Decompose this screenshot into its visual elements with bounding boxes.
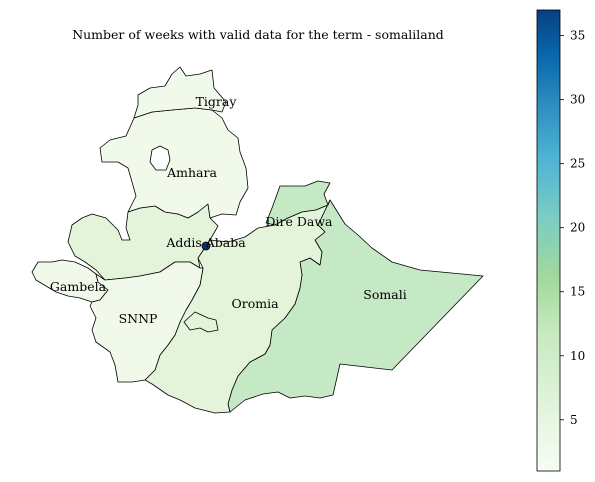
lake-tana <box>149 145 171 171</box>
region-tigray[interactable] <box>133 66 227 119</box>
label-addis-ababa: Addis Ababa <box>165 235 246 250</box>
map-title: Number of weeks with valid data for the … <box>72 27 444 42</box>
region-amhara[interactable] <box>99 107 249 219</box>
label-amhara: Amhara <box>166 165 217 180</box>
colorbar-gradient <box>536 9 561 472</box>
colorbar-tick-label: 25 <box>570 157 585 171</box>
colorbar-tick-label: 5 <box>570 413 578 427</box>
colorbar: 5 10 15 20 25 30 35 <box>536 9 585 472</box>
label-tigray: Tigray <box>196 94 238 109</box>
region-addis-ababa[interactable] <box>201 241 211 251</box>
colorbar-tick-label: 35 <box>570 29 585 43</box>
label-somali: Somali <box>363 287 406 302</box>
map-regions <box>31 66 484 414</box>
colorbar-ticks: 5 10 15 20 25 30 35 <box>560 29 585 427</box>
label-snnp: SNNP <box>119 311 158 326</box>
colorbar-tick-label: 20 <box>570 221 585 235</box>
region-snnp[interactable] <box>89 261 204 383</box>
colorbar-tick-label: 30 <box>570 93 585 107</box>
region-labels: Tigray Amhara Gambela SNNP Oromia Somali… <box>50 94 407 326</box>
label-gambela: Gambela <box>50 279 107 294</box>
label-dire-dawa: Dire Dawa <box>266 214 334 229</box>
label-oromia: Oromia <box>231 296 279 311</box>
colorbar-tick-label: 15 <box>570 285 585 299</box>
colorbar-tick-label: 10 <box>570 349 585 363</box>
